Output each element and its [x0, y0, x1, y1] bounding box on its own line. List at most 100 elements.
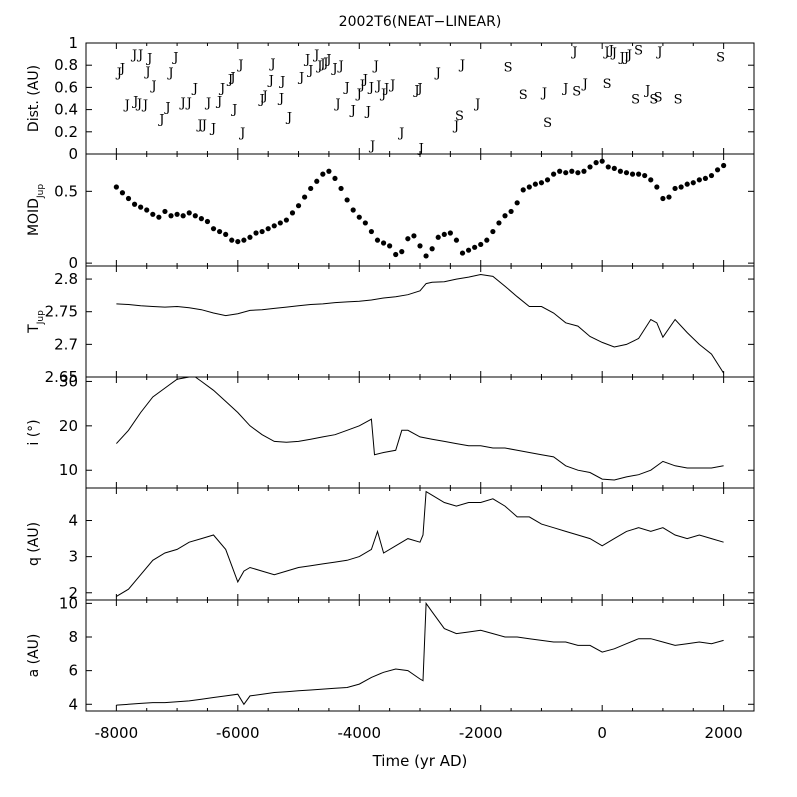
moid-point — [265, 226, 271, 232]
encounter-marker: J — [135, 97, 142, 112]
series-line-incl — [116, 376, 724, 481]
encounter-marker: J — [191, 81, 198, 96]
moid-point — [198, 216, 204, 222]
y-axis-label: Dist. (AU) — [26, 65, 42, 132]
series-line-tjup — [116, 273, 725, 374]
encounter-marker: S — [654, 90, 663, 105]
moid-point — [575, 170, 581, 176]
moid-point — [223, 231, 229, 238]
moid-point — [441, 231, 447, 238]
moid-point — [654, 184, 660, 190]
moid-point — [459, 250, 466, 256]
moid-point — [314, 178, 320, 184]
encounter-marker: J — [157, 112, 164, 127]
moid-point — [666, 194, 672, 200]
moid-point — [660, 195, 666, 202]
encounter-marker: J — [236, 58, 243, 73]
y-tick-label: 8 — [68, 628, 78, 646]
encounter-marker: J — [257, 93, 264, 108]
moid-point — [453, 237, 460, 243]
encounter-marker: J — [226, 73, 233, 88]
moid-point — [708, 172, 715, 179]
y-tick-label: 0.6 — [54, 78, 78, 96]
encounter-marker: J — [388, 78, 395, 93]
encounter-marker: J — [374, 79, 381, 94]
x-tick-label: -6000 — [216, 724, 260, 742]
moid-point — [302, 194, 308, 200]
moid-point — [429, 246, 435, 252]
y-axis-label: MOIDJup — [26, 184, 46, 236]
moid-point — [714, 167, 721, 173]
encounter-marker: J — [297, 70, 304, 85]
y-axis-label-subscript: Jup — [36, 184, 46, 199]
encounter-marker: J — [267, 74, 274, 89]
moid-point — [629, 171, 636, 177]
moid-point — [308, 185, 314, 192]
encounter-marker: J — [166, 66, 173, 81]
moid-point — [532, 181, 538, 187]
encounter-marker: J — [315, 59, 322, 74]
moid-point — [399, 249, 405, 255]
encounter-marker: S — [572, 85, 581, 100]
moid-point — [490, 228, 496, 235]
encounter-marker: J — [415, 81, 422, 96]
encounter-marker: J — [268, 57, 275, 72]
moid-point — [344, 197, 350, 203]
encounter-marker: J — [655, 45, 662, 60]
encounter-marker: J — [312, 48, 319, 63]
moid-point — [447, 230, 453, 236]
encounter-marker: J — [115, 66, 122, 81]
moid-point — [131, 201, 138, 207]
moid-point — [611, 165, 617, 171]
encounter-marker: J — [452, 119, 459, 134]
encounter-marker: J — [473, 97, 480, 112]
moid-point — [569, 168, 575, 174]
encounter-marker: J — [367, 80, 374, 95]
moid-point — [125, 195, 132, 202]
y-tick-label: 20 — [59, 417, 78, 435]
moid-point — [289, 210, 296, 216]
series-line-q — [116, 490, 724, 597]
moid-point — [332, 175, 338, 182]
encounter-marker: J — [324, 53, 331, 68]
moid-point — [520, 187, 526, 193]
encounter-marker: J — [171, 50, 178, 65]
moid-point — [204, 218, 211, 225]
moid-point — [599, 158, 605, 164]
encounter-marker: J — [149, 79, 156, 94]
moid-point — [538, 180, 545, 186]
moid-point — [587, 164, 593, 170]
y-tick-label: 2 — [68, 584, 78, 602]
moid-point — [380, 240, 387, 246]
moid-point — [150, 211, 156, 217]
moid-point — [338, 185, 344, 192]
moid-point — [174, 211, 180, 217]
moid-point — [678, 184, 684, 190]
moid-point — [557, 168, 563, 174]
moid-point — [229, 237, 235, 243]
moid-point — [623, 170, 630, 176]
panel-tjup: 2.65 2.7 2.75 2.8 TJup — [26, 265, 755, 386]
y-tick-label: 2.65 — [45, 368, 78, 386]
moid-point — [186, 210, 192, 216]
moid-point — [496, 220, 502, 226]
moid-point — [465, 247, 472, 253]
y-axis-label-subscript: Jup — [36, 310, 46, 325]
encounter-marker: J — [349, 104, 356, 119]
y-axis-label: q (AU) — [26, 522, 42, 566]
moid-point — [168, 213, 174, 219]
moid-point — [684, 181, 690, 187]
moid-point — [326, 168, 332, 174]
encounter-marker: S — [519, 88, 528, 103]
panel-frame — [85, 599, 755, 712]
encounter-marker: J — [618, 50, 625, 65]
x-tick-label: -8000 — [95, 724, 139, 742]
y-tick-label: 10 — [59, 461, 78, 479]
panel-moid: 0 0.5 MOIDJup — [26, 153, 755, 272]
panel-incl: 10 20 30 i (°) — [26, 372, 755, 489]
moid-point — [544, 177, 551, 183]
y-tick-label: 2.8 — [54, 270, 78, 288]
encounter-marker: J — [136, 48, 143, 63]
moid-point — [405, 236, 411, 242]
